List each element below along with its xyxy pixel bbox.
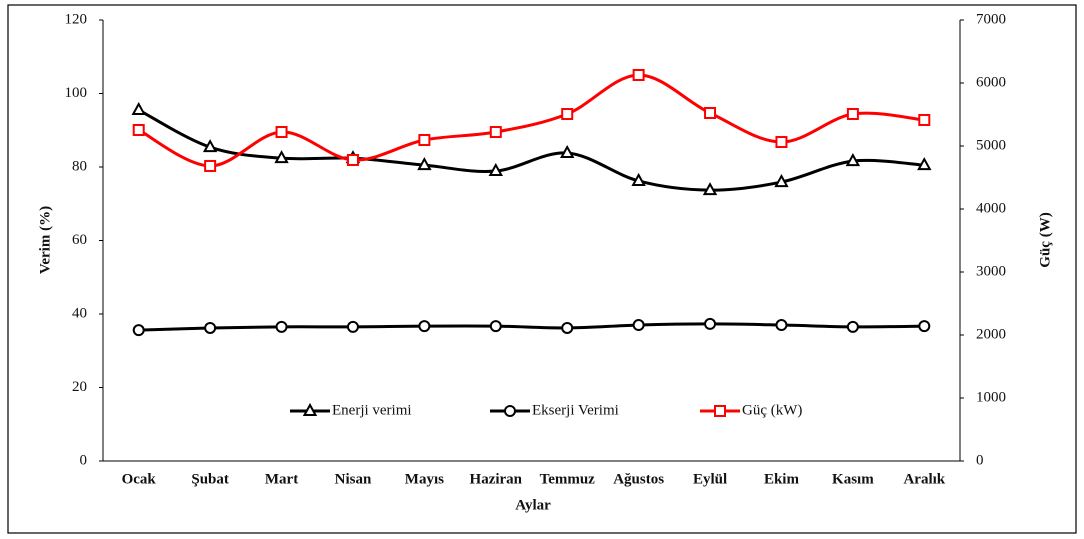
chart-border [7, 4, 1077, 534]
data-point [204, 321, 217, 334]
x-tick-label: Ekim [764, 471, 800, 487]
x-tick-label: Mart [265, 471, 298, 487]
data-point [488, 162, 503, 177]
data-point [489, 320, 502, 333]
data-point [275, 320, 288, 333]
data-point [202, 139, 218, 153]
data-point [417, 157, 432, 171]
data-point [132, 123, 145, 136]
y-tick-label: 80 [72, 158, 87, 174]
data-point [204, 159, 217, 172]
legend-label: Güç (kW) [742, 402, 802, 418]
x-tick-label: Mayıs [405, 471, 444, 487]
y2-axis-label: Güç (W) [1037, 212, 1053, 267]
y-tick-label: 0 [80, 452, 88, 468]
x-tick-label: Kasım [832, 471, 874, 487]
x-axis-label: Aylar [515, 497, 551, 513]
data-point [560, 144, 575, 159]
x-tick-label: Aralık [903, 471, 945, 487]
x-tick-label: Şubat [191, 471, 229, 487]
data-point [917, 157, 932, 171]
data-point [131, 101, 146, 116]
legend-label: Enerji verimi [332, 402, 412, 418]
x-tick-label: Temmuz [540, 471, 596, 487]
data-point [275, 126, 288, 139]
x-tick-label: Eylül [693, 471, 727, 487]
data-point [561, 107, 574, 120]
data-point [775, 319, 788, 332]
y-tick-label: 20 [72, 379, 87, 395]
data-point [704, 106, 717, 119]
y2-tick-label: 1000 [976, 389, 1006, 405]
data-point [846, 107, 859, 120]
y-tick-label: 100 [65, 85, 88, 101]
legend-marker [504, 405, 516, 417]
y2-tick-label: 2000 [976, 326, 1006, 342]
data-point [775, 136, 788, 149]
data-point [632, 319, 645, 332]
data-point [845, 153, 861, 167]
data-point [418, 320, 431, 333]
y2-tick-label: 5000 [976, 137, 1006, 153]
y-tick-label: 40 [72, 305, 87, 321]
data-point [774, 173, 789, 188]
y2-tick-label: 6000 [976, 74, 1006, 90]
data-point [418, 134, 431, 147]
y-tick-label: 60 [72, 232, 87, 248]
y-tick-label: 120 [65, 11, 88, 27]
y2-tick-label: 4000 [976, 200, 1006, 216]
data-point [918, 113, 931, 126]
data-point [846, 320, 859, 333]
data-point [918, 320, 931, 333]
legend-marker [714, 405, 726, 417]
data-point [561, 321, 574, 334]
series-line [138, 322, 925, 332]
x-tick-label: Haziran [470, 471, 523, 487]
data-point [132, 324, 145, 337]
legend-label: Ekserji Verimi [532, 402, 619, 418]
x-tick-label: Nisan [335, 471, 372, 487]
y-axis-label: Verim (%) [37, 206, 53, 274]
data-point [274, 150, 289, 164]
data-point [346, 320, 359, 333]
data-point [631, 172, 646, 186]
data-point [346, 153, 359, 166]
legend-marker [302, 402, 318, 416]
y2-tick-label: 0 [976, 452, 984, 468]
data-point [489, 126, 502, 139]
data-point [702, 182, 718, 196]
y2-tick-label: 3000 [976, 263, 1006, 279]
data-point [704, 317, 717, 330]
data-point [632, 68, 645, 81]
series-line [138, 108, 925, 192]
x-tick-label: Ocak [122, 471, 157, 487]
y2-tick-label: 7000 [976, 11, 1006, 27]
x-tick-label: Ağustos [613, 471, 664, 487]
